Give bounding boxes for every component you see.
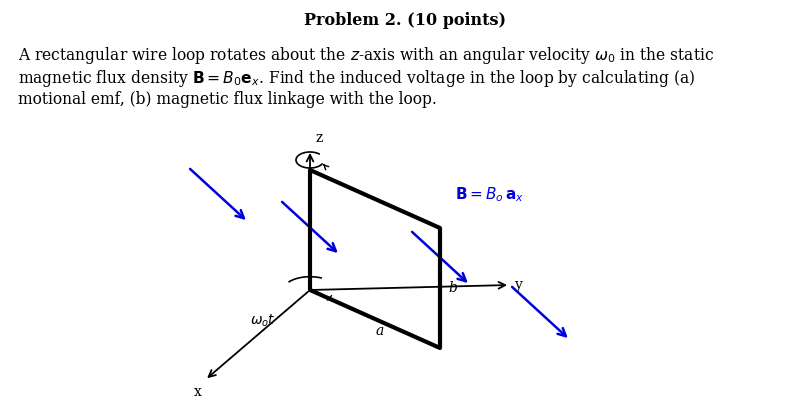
Text: y: y xyxy=(515,278,523,292)
Text: z: z xyxy=(315,131,322,145)
Text: magnetic flux density $\mathbf{B} = B_0\mathbf{e}_x$. Find the induced voltage i: magnetic flux density $\mathbf{B} = B_0\… xyxy=(18,68,695,89)
Text: A rectangular wire loop rotates about the $z$-axis with an angular velocity $\om: A rectangular wire loop rotates about th… xyxy=(18,45,714,66)
Text: $\mathbf{B} = B_o\,\mathbf{a}_x$: $\mathbf{B} = B_o\,\mathbf{a}_x$ xyxy=(455,186,524,204)
Text: $\omega_o t$: $\omega_o t$ xyxy=(250,313,276,330)
Text: motional emf, (b) magnetic flux linkage with the loop.: motional emf, (b) magnetic flux linkage … xyxy=(18,91,437,108)
Text: Problem 2. (10 points): Problem 2. (10 points) xyxy=(304,12,506,29)
Text: b: b xyxy=(448,281,457,295)
Text: a: a xyxy=(376,324,384,338)
Text: x: x xyxy=(194,385,202,399)
